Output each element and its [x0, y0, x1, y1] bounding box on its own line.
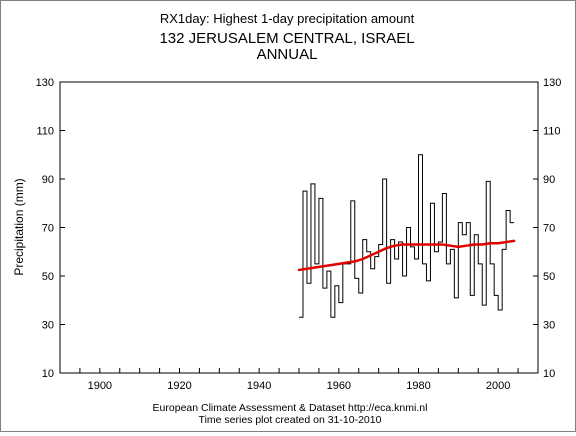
y-tick-label-left: 110 — [36, 126, 54, 138]
y-tick-label-right: 30 — [543, 320, 555, 332]
x-tick-label: 1900 — [88, 380, 112, 392]
y-tick-label-right: 50 — [543, 271, 555, 283]
y-tick-label-left: 130 — [36, 77, 54, 89]
y-tick-label-left: 90 — [42, 174, 54, 186]
y-tick-label-right: 70 — [543, 223, 555, 235]
chart-title: RX1day: Highest 1-day precipitation amou… — [160, 11, 415, 26]
x-tick-label: 1940 — [247, 380, 271, 392]
y-axis-right: 10 30 50 70 90 110 130 — [533, 77, 561, 380]
period-label: ANNUAL — [257, 46, 318, 63]
y-tick-label-left: 50 — [42, 271, 54, 283]
y-tick-label-right: 110 — [543, 126, 561, 138]
y-tick-label-left: 10 — [42, 368, 54, 380]
footer-created: Time series plot created on 31-10-2010 — [199, 414, 382, 426]
y-axis-left: 10 30 50 70 90 110 130 — [36, 77, 65, 380]
station-name: 132 JERUSALEM CENTRAL, ISRAEL — [159, 30, 414, 47]
x-tick-label: 1980 — [406, 380, 430, 392]
y-tick-label-left: 30 — [42, 320, 54, 332]
x-tick-label: 1960 — [327, 380, 351, 392]
y-tick-label-right: 10 — [543, 368, 555, 380]
y-tick-label-right: 90 — [543, 174, 555, 186]
smoothed-trend-line — [297, 239, 516, 272]
x-tick-label: 1920 — [167, 380, 191, 392]
y-axis-label: Precipitation (mm) — [12, 178, 26, 275]
y-tick-label-right: 130 — [543, 77, 561, 89]
x-tick-label: 2000 — [486, 380, 510, 392]
footer-source: European Climate Assessment & Dataset ht… — [153, 402, 428, 414]
series-layer — [297, 154, 516, 318]
x-axis: 1900 1920 1940 1960 1980 2000 — [59, 368, 539, 392]
y-tick-label-left: 70 — [42, 223, 54, 235]
